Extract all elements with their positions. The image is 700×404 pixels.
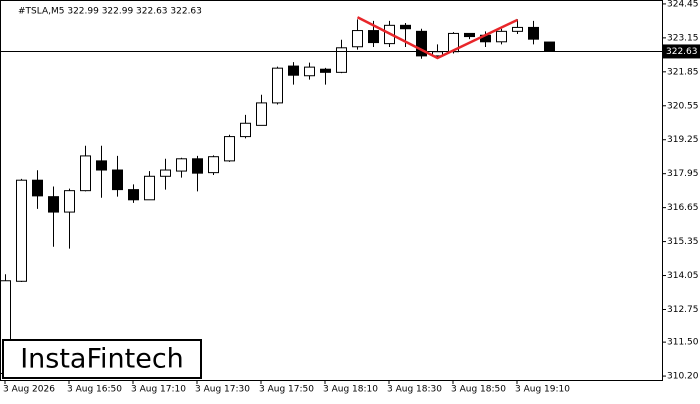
chart-title: #TSLA,M5 322.99 322.99 322.63 322.63: [18, 7, 202, 17]
x-tick-label: 3 Aug 2026: [3, 385, 55, 395]
candle-body: [336, 47, 347, 73]
y-tick-label: 316.65: [667, 203, 699, 213]
candle-body: [528, 26, 539, 40]
candle-body: [64, 190, 75, 213]
y-tick-label: 320.55: [667, 101, 699, 111]
candle-body: [256, 102, 267, 126]
candle-body: [16, 179, 27, 282]
y-tick-label: 310.20: [667, 372, 699, 382]
candle-body: [304, 66, 315, 77]
candle-body: [192, 158, 203, 174]
y-tick-label: 317.95: [667, 169, 699, 179]
candle-body: [96, 160, 107, 171]
candle-body: [320, 68, 331, 73]
x-tick-label: 3 Aug 17:50: [259, 385, 314, 395]
y-tick-label: 321.85: [667, 67, 699, 77]
x-tick-label: 3 Aug 19:10: [515, 385, 570, 395]
logo: InstaFintech: [20, 344, 184, 375]
candle-body: [160, 169, 171, 177]
candle-body: [512, 26, 523, 32]
candle-body: [272, 67, 283, 104]
pattern-line: [356, 16, 519, 60]
candle-body: [240, 122, 251, 138]
candle-body: [400, 24, 411, 30]
candle-body: [464, 32, 475, 38]
y-tick-label: 319.25: [667, 135, 699, 145]
x-tick-label: 3 Aug 16:50: [67, 385, 122, 395]
plot-frame: [0, 0, 663, 381]
candle-body: [80, 155, 91, 192]
candle-body: [32, 179, 43, 197]
last-price-label: 322.63: [666, 47, 698, 57]
y-tick-label: 324.45: [667, 0, 699, 9]
candle-body: [48, 196, 59, 213]
candle-body: [176, 158, 187, 172]
candle-body: [112, 169, 123, 191]
y-tick-label: 314.05: [667, 271, 699, 281]
x-tick-label: 3 Aug 18:50: [451, 385, 506, 395]
candle-body: [208, 156, 219, 174]
last-price-box: [662, 44, 700, 59]
logo-box: [2, 339, 202, 379]
candle-body: [416, 30, 427, 57]
y-tick-label: 323.15: [667, 33, 699, 43]
candle-body: [544, 41, 555, 52]
x-tick-label: 3 Aug 18:30: [387, 385, 442, 395]
x-tick-label: 3 Aug 18:10: [323, 385, 378, 395]
candle-body: [128, 189, 139, 201]
y-tick-label: 315.35: [667, 237, 699, 247]
candle-body: [144, 175, 155, 201]
x-tick-label: 3 Aug 17:10: [131, 385, 186, 395]
candle-body: [288, 65, 299, 76]
y-tick-label: 312.75: [667, 305, 699, 315]
candle-body: [352, 30, 363, 48]
y-tick-label: 311.50: [667, 338, 699, 348]
candle-body: [224, 136, 235, 162]
x-tick-label: 3 Aug 17:30: [195, 385, 250, 395]
candle-body: [496, 30, 507, 43]
candle-body: [368, 30, 379, 44]
